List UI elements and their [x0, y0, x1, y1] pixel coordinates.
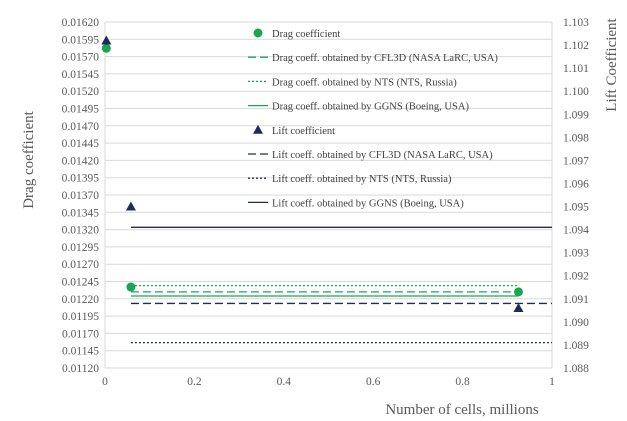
y-right-tick-label: 1.095	[563, 202, 589, 214]
right-tick-labels: 1.088 1.089 1.090 1.091 1.092 1.093 1.094 1.095…	[563, 17, 589, 375]
legend-label: Lift coeff. obtained by NTS (NTS, Russia…	[272, 174, 452, 185]
data-point	[101, 35, 112, 45]
grid-lines	[104, 21, 553, 369]
y-right-tick-label: 1.089	[563, 340, 589, 352]
y-left-tick-label: 0.01445	[62, 138, 100, 150]
x-tick-label: 0	[102, 376, 108, 388]
y-left-tick-label: 0.01320	[62, 225, 100, 237]
legend-swatch	[253, 124, 263, 134]
y-right-tick-label: 1.090	[563, 317, 589, 329]
y-left-tick-label: 0.01345	[62, 207, 100, 219]
y-left-tick-label: 0.01170	[62, 328, 99, 340]
legend-swatch	[253, 28, 263, 38]
x-tick-label: 0.2	[187, 376, 202, 388]
y-right-tick-label: 1.097	[563, 155, 589, 167]
y-right-tick-label: 1.092	[563, 271, 589, 283]
y-left-tick-label: 0.01520	[62, 86, 100, 98]
legend-label: Drag coefficient	[272, 29, 340, 40]
y-left-tick-label: 0.01220	[62, 294, 100, 306]
x-tick-label: 0.6	[366, 376, 381, 388]
y-right-tick-label: 1.093	[563, 248, 589, 260]
legend: Drag coefficient Drag coeff. obtained by …	[248, 28, 498, 209]
legend-label: Lift coeff. obtained by CFL3D (NASA LaRC…	[272, 150, 493, 161]
y-left-tick-label: 0.01595	[62, 34, 100, 46]
legend-label: Drag coeff. obtained by GGNS (Boeing, US…	[272, 102, 469, 113]
y-right-tick-label: 1.094	[563, 225, 589, 237]
y-right-tick-label: 1.102	[563, 40, 589, 52]
legend-label: Lift coefficient	[272, 126, 335, 137]
x-axis-title: Number of cells, millions	[385, 402, 538, 418]
legend-label: Drag coeff. obtained by NTS (NTS, Russia…	[272, 77, 457, 88]
y-axis-right-title: Lift Coefficient	[604, 17, 620, 111]
y-right-tick-label: 1.091	[563, 294, 589, 306]
x-tick-labels: 0 0.2 0.4 0.6 0.8 1	[102, 376, 555, 388]
y-right-tick-label: 1.103	[563, 17, 589, 29]
data-point	[101, 43, 111, 53]
y-axis-left-title: Drag coefficient	[21, 110, 37, 208]
y-right-tick-label: 1.096	[563, 178, 589, 190]
y-left-tick-label: 0.01145	[62, 346, 99, 358]
legend-label: Drag coeff. obtained by CFL3D (NASA LaRC…	[272, 53, 498, 64]
x-tick-label: 0.4	[277, 376, 292, 388]
data-point	[126, 282, 136, 292]
y-left-tick-label: 0.01495	[62, 104, 100, 116]
x-tick-label: 0.8	[455, 376, 470, 388]
y-right-tick-label: 1.101	[563, 63, 589, 75]
y-left-tick-label: 0.01395	[62, 173, 100, 185]
left-tick-labels: 0.01120 0.01145 0.01170 0.01195 0.01220 0.012…	[62, 17, 100, 375]
data-point	[513, 303, 524, 313]
y-left-tick-label: 0.01245	[62, 277, 100, 289]
y-left-tick-label: 0.01120	[62, 363, 99, 375]
y-left-tick-label: 0.01420	[62, 155, 100, 167]
y-left-tick-label: 0.01470	[62, 121, 100, 133]
y-right-tick-label: 1.100	[563, 86, 589, 98]
y-right-tick-label: 1.098	[563, 132, 589, 144]
reference-lines	[130, 226, 552, 344]
y-left-tick-label: 0.01195	[62, 311, 99, 323]
data-point	[513, 287, 523, 297]
legend-label: Lift coeff. obtained by GGNS (Boeing, US…	[272, 198, 464, 209]
y-left-tick-label: 0.01570	[62, 52, 100, 64]
y-right-tick-label: 1.088	[563, 363, 589, 375]
x-tick-label: 1	[549, 376, 555, 388]
data-points	[101, 35, 524, 313]
y-left-tick-label: 0.01620	[62, 17, 100, 29]
y-left-tick-label: 0.01545	[62, 69, 100, 81]
y-left-tick-label: 0.01270	[62, 259, 100, 271]
y-left-tick-label: 0.01370	[62, 190, 100, 202]
data-point	[125, 201, 136, 211]
y-left-tick-label: 0.01295	[62, 242, 100, 254]
y-right-tick-label: 1.099	[563, 109, 589, 121]
